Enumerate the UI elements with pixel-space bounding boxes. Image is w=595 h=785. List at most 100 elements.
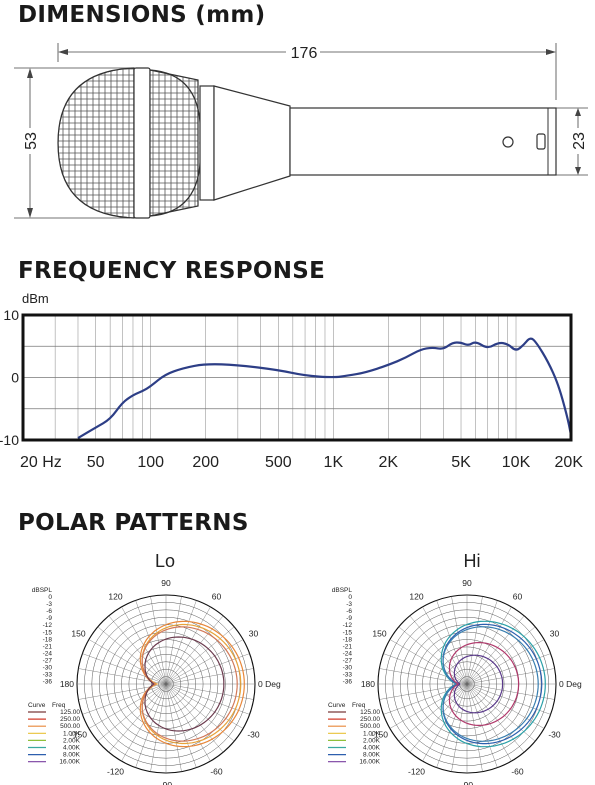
polar-radial-line <box>88 639 167 685</box>
polar-angle-label: -60 <box>210 767 223 777</box>
y-tick-label: 0 <box>11 370 19 386</box>
polar-radial-line <box>97 626 167 685</box>
db-scale-label: -6 <box>46 608 52 615</box>
polar-radial-line <box>150 683 167 772</box>
y-tick-label: 10 <box>3 307 19 323</box>
db-scale-label: -24 <box>43 650 53 657</box>
db-scale-label: -24 <box>343 650 353 657</box>
polar-radial-line <box>165 639 244 685</box>
polar-angle-label: 90 <box>161 578 171 588</box>
frequency-response-heading: FREQUENCY RESPONSE <box>18 258 326 284</box>
polar-radial-line <box>398 626 468 685</box>
frequency-curve <box>77 337 573 440</box>
polar-angle-label: 180 <box>361 679 375 689</box>
db-scale-label: -3 <box>346 601 352 608</box>
polar-radial-line <box>466 683 545 729</box>
legend-freq-label: 16.00K <box>59 759 80 766</box>
polar-angle-label: 120 <box>108 592 122 602</box>
x-tick-label: 20 Hz <box>20 454 62 471</box>
polar-radial-line <box>165 596 182 685</box>
y-tick-label: -10 <box>0 432 19 448</box>
polar-curve <box>141 623 242 745</box>
db-scale-label: -6 <box>346 608 352 615</box>
legend-freq-label: 1.00K <box>363 730 381 737</box>
polar-angle-label: -150 <box>371 730 388 740</box>
polar-radial-line <box>466 615 525 685</box>
db-scale-label: -21 <box>43 643 53 650</box>
polar-radial-line <box>88 683 167 729</box>
db-scale-label: -12 <box>43 622 53 629</box>
polar-radial-line <box>398 683 468 742</box>
db-scale-label: -30 <box>43 665 53 672</box>
legend-freq-label: 8.00K <box>63 752 81 759</box>
polar-radial-line <box>165 683 244 729</box>
legend-freq-label: 2.00K <box>363 737 381 744</box>
polar-angle-label: -30 <box>548 730 561 740</box>
polar-angle-label: 120 <box>409 592 423 602</box>
polar-radial-line <box>451 596 468 685</box>
polar-radial-line <box>466 606 512 685</box>
polar-radial-line <box>165 683 197 768</box>
polar-radial-line <box>165 683 224 753</box>
head-diameter-dimension: 53 <box>23 132 40 150</box>
legend-freq-label: 4.00K <box>63 745 81 752</box>
legend-freq-label: 4.00K <box>363 745 381 752</box>
polar-radial-line <box>108 683 167 753</box>
db-scale-title: dBSPL <box>332 587 353 594</box>
length-dimension: 176 <box>291 45 318 62</box>
db-scale-label: -18 <box>343 636 353 643</box>
db-scale-label: -18 <box>43 636 53 643</box>
legend-freq-label: 1.00K <box>63 730 81 737</box>
polar-radial-line <box>165 615 224 685</box>
polar-radial-line <box>409 683 468 753</box>
polar-radial-line <box>108 615 167 685</box>
polar-radial-line <box>97 683 167 742</box>
db-scale-label: -36 <box>43 679 53 686</box>
x-tick-label: 20K <box>555 454 584 471</box>
legend-curve-header: Curve <box>28 702 46 709</box>
x-tick-label: 1K <box>324 454 344 471</box>
polar-radial-line <box>165 606 211 685</box>
microphone-drawing <box>57 67 557 219</box>
db-scale-label: -9 <box>46 615 52 622</box>
x-tick-label: 2K <box>379 454 399 471</box>
polar-curve <box>453 654 504 714</box>
db-scale-label: -27 <box>43 658 53 665</box>
polar-radial-line <box>466 639 545 685</box>
legend-freq-label: 500.00 <box>360 723 380 730</box>
polar-radial-line <box>466 683 512 762</box>
polar-radial-line <box>135 600 167 685</box>
polar-radial-line <box>466 596 483 685</box>
db-scale-label: -15 <box>343 629 353 636</box>
polar-radial-line <box>165 683 211 762</box>
db-scale-label: 0 <box>348 594 352 601</box>
polar-curve <box>442 626 539 742</box>
polar-radial-line <box>451 683 468 772</box>
db-scale-label: -21 <box>343 643 353 650</box>
handle-diameter-dimension: 23 <box>571 132 588 150</box>
polar-radial-line <box>82 683 167 715</box>
polar-radial-line <box>466 683 525 753</box>
polar-radial-line <box>135 683 167 768</box>
legend-freq-label: 250.00 <box>60 716 80 723</box>
polar-angle-label: -30 <box>247 730 260 740</box>
dimensions-heading: DIMENSIONS (mm) <box>18 2 266 28</box>
db-scale-label: -27 <box>343 658 353 665</box>
legend-freq-label: 125.00 <box>360 709 380 716</box>
polar-angle-label: -120 <box>107 767 124 777</box>
db-scale-label: -30 <box>343 665 353 672</box>
polar-radial-line <box>150 596 167 685</box>
x-tick-label: 5K <box>451 454 471 471</box>
polar-curve <box>141 626 238 742</box>
x-tick-label: 50 <box>87 454 105 471</box>
polar-radial-line <box>436 683 468 768</box>
polar-angle-label: -90 <box>160 780 173 785</box>
legend-freq-header: Freq <box>52 702 66 709</box>
legend-curve-header: Curve <box>328 702 346 709</box>
polar-angle-label: -150 <box>70 730 87 740</box>
polar-lo-title: Lo <box>155 551 175 571</box>
polar-angle-label: 150 <box>71 629 85 639</box>
polar-angle-label: 180 <box>60 679 74 689</box>
